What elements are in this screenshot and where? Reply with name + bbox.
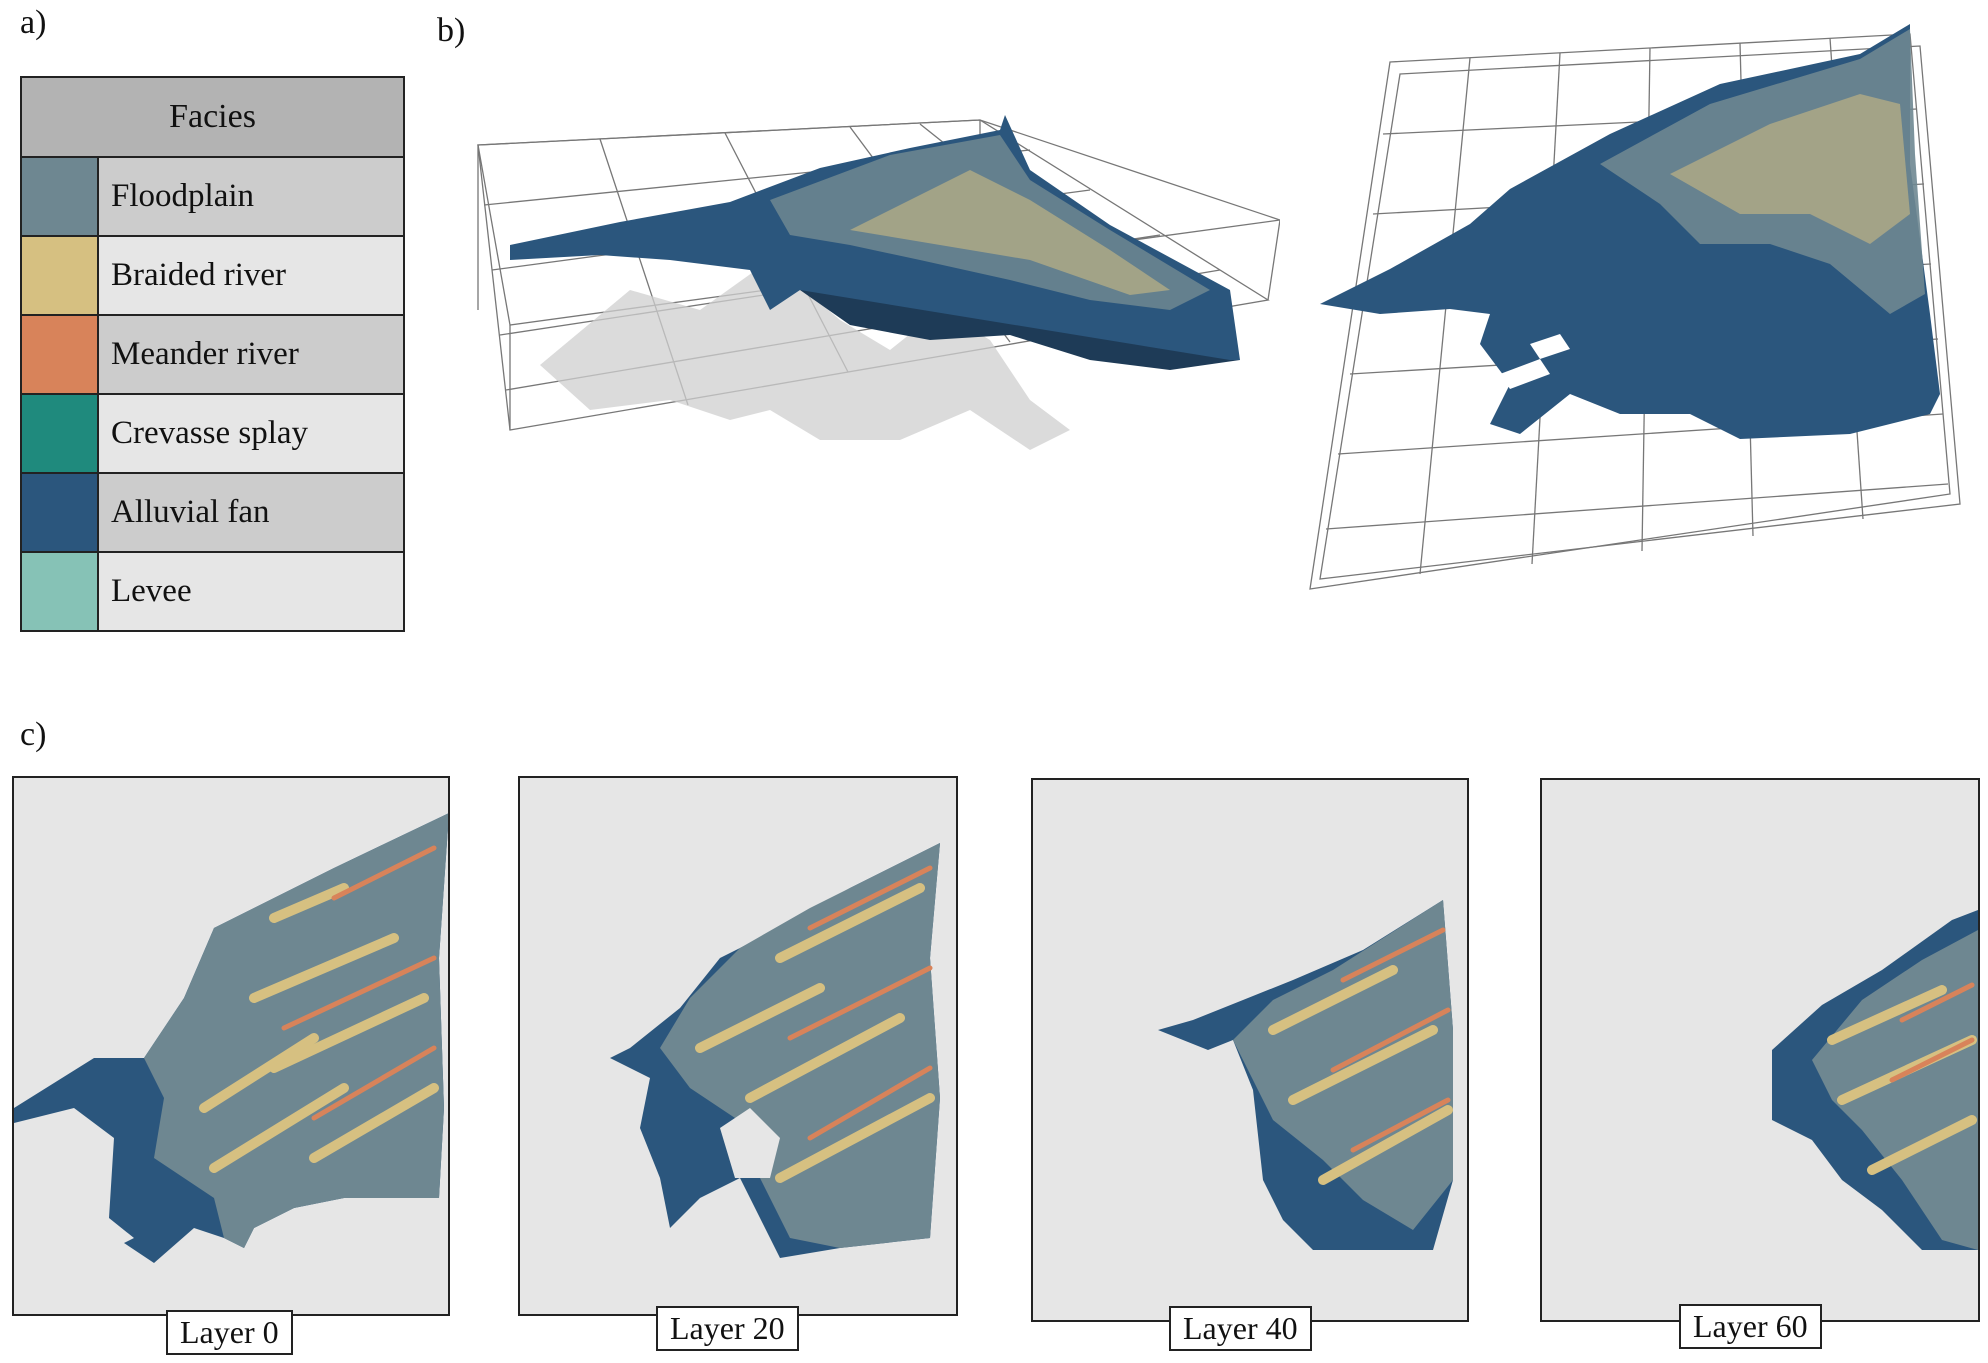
model-surface-braided	[1670, 94, 1910, 244]
floodplain-area	[144, 813, 448, 1248]
layer-label-0: Layer 0	[166, 1310, 293, 1355]
legend-swatch	[22, 553, 99, 630]
meander-river-channels	[1330, 927, 1451, 1153]
model-hole	[1500, 359, 1550, 389]
legend-label: Levee	[99, 553, 403, 630]
floodplain-area	[660, 843, 940, 1248]
facies-legend: Facies Floodplain Braided river Meander …	[20, 76, 405, 632]
legend-swatch	[22, 474, 99, 551]
braided-river-channels	[695, 883, 935, 1183]
legend-label: Crevasse splay	[99, 395, 403, 472]
legend-swatch	[22, 395, 99, 472]
layer-map-0	[12, 776, 450, 1316]
meander-river-channels	[281, 845, 437, 1121]
layer-label-60: Layer 60	[1679, 1304, 1822, 1349]
legend-item-braided-river: Braided river	[22, 237, 403, 316]
panel-label-a: a)	[20, 4, 47, 41]
meander-river-channels	[787, 865, 933, 1141]
layer-map-60	[1540, 778, 1980, 1322]
meander-river-channels	[1889, 982, 1975, 1083]
legend-label: Alluvial fan	[99, 474, 403, 551]
braided-river-channels	[199, 883, 439, 1173]
legend-swatch	[22, 316, 99, 393]
panel-label-c: c)	[20, 716, 47, 753]
legend-item-alluvial-fan: Alluvial fan	[22, 474, 403, 553]
legend-item-crevasse-splay: Crevasse splay	[22, 395, 403, 474]
legend-label: Floodplain	[99, 158, 403, 235]
legend-label: Braided river	[99, 237, 403, 314]
layer-label-20: Layer 20	[656, 1306, 799, 1351]
model-hole	[1530, 334, 1570, 359]
model-shadow	[540, 260, 1070, 450]
model-surface-braided	[850, 170, 1170, 295]
layer-map-20	[518, 776, 958, 1316]
model-3d-view-oblique	[477, 115, 1280, 450]
layer-map-40	[1031, 778, 1469, 1322]
floodplain-area	[1812, 930, 1978, 1250]
legend-swatch	[22, 237, 99, 314]
legend-title: Facies	[22, 78, 403, 158]
legend-item-meander-river: Meander river	[22, 316, 403, 395]
legend-item-floodplain: Floodplain	[22, 158, 403, 237]
legend-swatch	[22, 158, 99, 235]
model-3d-view-top	[1309, 24, 1961, 590]
legend-label: Meander river	[99, 316, 403, 393]
braided-river-channels	[1268, 965, 1453, 1185]
layer-label-40: Layer 40	[1169, 1306, 1312, 1351]
model-side-face	[800, 290, 1240, 370]
legend-item-levee: Levee	[22, 553, 403, 630]
panel-label-b: b)	[437, 12, 466, 49]
gap-area	[720, 1108, 780, 1178]
